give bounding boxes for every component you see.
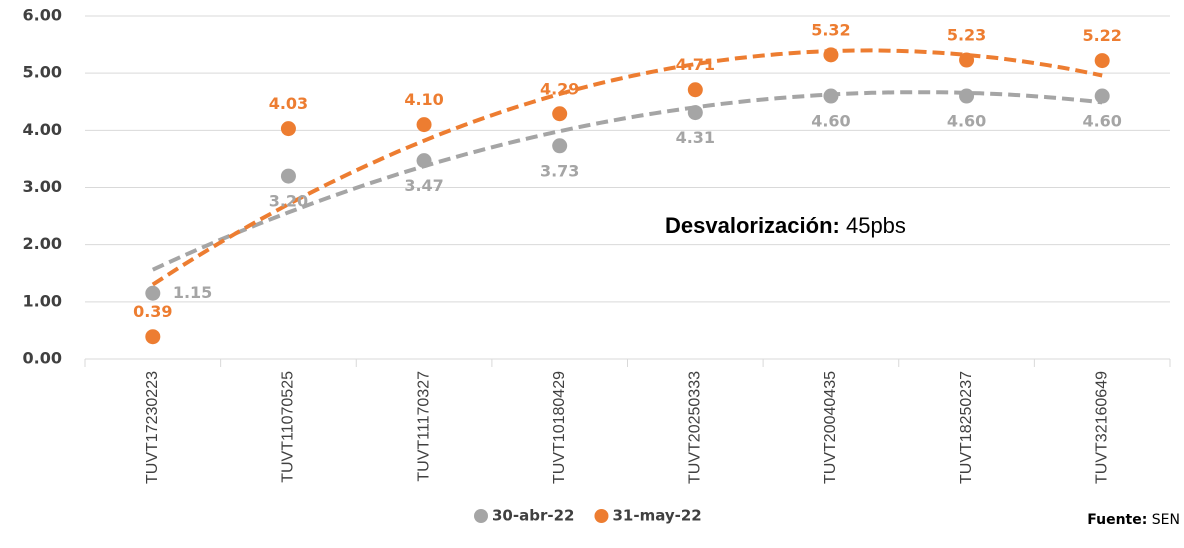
- trendline: [151, 90, 1103, 272]
- y-tick-label: 1.00: [23, 291, 62, 310]
- y-tick-label: 2.00: [23, 234, 62, 253]
- legend-label: 30-abr-22: [492, 507, 574, 525]
- x-tick-label: TUVT11070525: [280, 371, 297, 483]
- point: [823, 88, 839, 104]
- annotation-bold: Desvalorización:: [665, 213, 840, 238]
- y-tick-label: 5.00: [23, 63, 62, 82]
- annotation: Desvalorización: 45pbs: [665, 213, 906, 238]
- point: [145, 329, 161, 345]
- x-tick-label: TUVT32160649: [1093, 371, 1110, 484]
- x-tick-label: TUVT11170327: [415, 371, 432, 482]
- point: [687, 82, 703, 98]
- data-label: 4.60: [947, 112, 986, 131]
- data-label: 5.32: [811, 20, 850, 39]
- source: Fuente: SEN: [1087, 512, 1180, 528]
- point: [552, 138, 568, 154]
- source-bold: Fuente:: [1087, 512, 1147, 528]
- y-tick-label: 4.00: [23, 120, 62, 139]
- y-tick-label: 0.00: [23, 349, 62, 368]
- x-tick-label: TUVT17230223: [144, 371, 161, 484]
- source-text: SEN: [1152, 512, 1180, 528]
- data-label: 4.71: [676, 55, 715, 74]
- data-label: 0.39: [133, 302, 172, 321]
- point: [416, 153, 432, 169]
- x-tick-label: TUVT10180429: [551, 371, 568, 484]
- data-label: 3.47: [404, 176, 443, 195]
- x-tick-label: TUVT18250237: [958, 371, 975, 484]
- legend-marker: [474, 509, 488, 523]
- legend-marker: [594, 509, 609, 523]
- point: [145, 285, 161, 301]
- data-label: 5.23: [947, 26, 986, 45]
- data-label: 4.10: [404, 90, 443, 109]
- data-label: 4.29: [540, 79, 579, 98]
- data-label: 4.31: [676, 128, 715, 147]
- y-tick-label: 6.00: [23, 6, 62, 25]
- point: [959, 88, 975, 104]
- x-tick-label: TUVT20250333: [687, 371, 704, 484]
- point: [280, 168, 296, 184]
- data-label: 4.60: [1082, 112, 1121, 131]
- point: [823, 47, 839, 63]
- data-label: 3.73: [540, 161, 579, 180]
- trendline: [151, 48, 1103, 287]
- data-label: 4.03: [269, 94, 308, 113]
- point: [1094, 88, 1110, 104]
- point: [959, 52, 975, 68]
- data-label: 5.22: [1082, 26, 1121, 45]
- data-label: 3.20: [269, 192, 308, 211]
- legend-label: 31-may-22: [612, 507, 701, 525]
- point: [1094, 53, 1110, 69]
- x-tick-label: TUVT20040435: [822, 371, 839, 484]
- point: [552, 106, 568, 122]
- point: [280, 121, 296, 137]
- point: [687, 105, 703, 121]
- data-label: 1.15: [173, 283, 212, 302]
- data-label: 4.60: [811, 112, 850, 131]
- annotation-text: 45pbs: [846, 213, 906, 238]
- point: [416, 117, 432, 133]
- y-tick-label: 3.00: [23, 177, 62, 196]
